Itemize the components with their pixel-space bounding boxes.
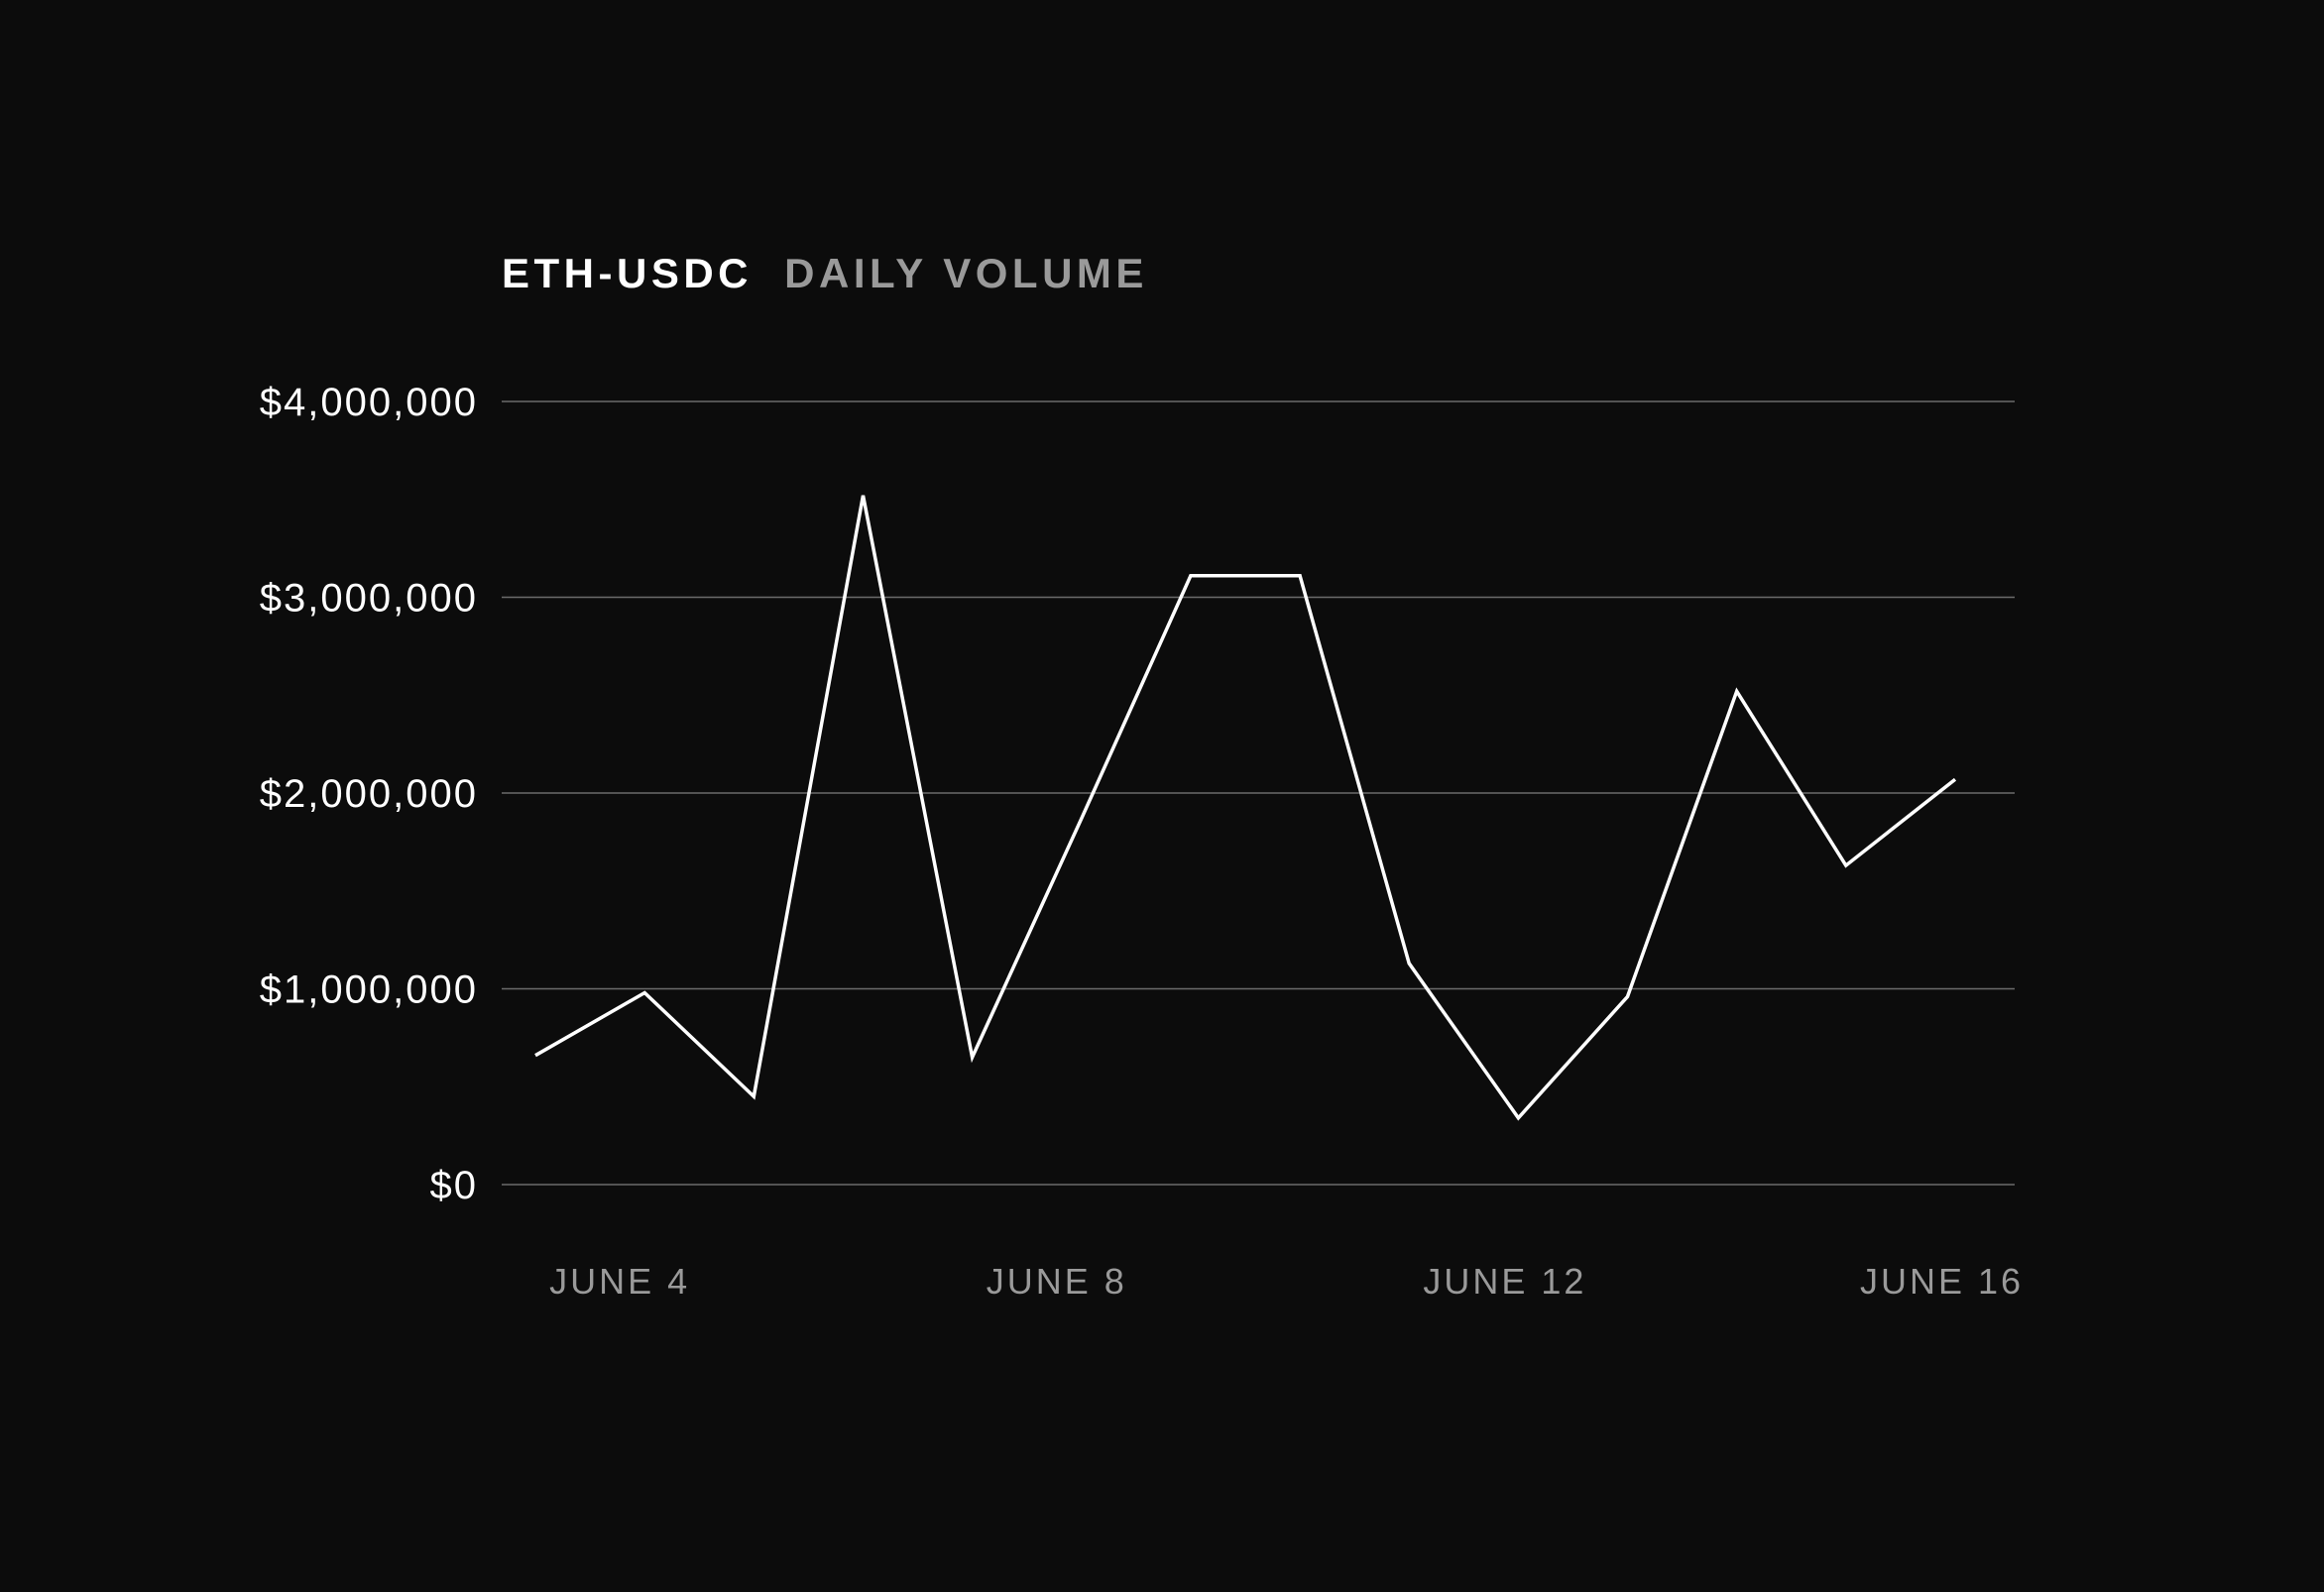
- series-layer: [534, 495, 1957, 1121]
- chart-title-secondary: DAILY VOLUME: [784, 250, 1148, 296]
- chart-title-primary: ETH-USDC: [502, 250, 753, 296]
- y-tick-label: $0: [430, 1164, 479, 1207]
- series-line: [534, 495, 1957, 1121]
- y-tick-label: $2,000,000: [260, 772, 478, 816]
- y-axis-ticks: $4,000,000 $3,000,000 $2,000,000 $1,000,000…: [260, 381, 479, 1207]
- chart-title: ETH-USDC DAILY VOLUME: [502, 250, 1148, 296]
- y-tick-label: $3,000,000: [260, 577, 478, 621]
- x-tick-label: JUNE 4: [549, 1261, 690, 1302]
- grid-lines: [502, 400, 2015, 1186]
- y-tick-label: $4,000,000: [260, 381, 478, 424]
- x-axis-ticks: JUNE 4 JUNE 8 JUNE 12 JUNE 16: [549, 1261, 2024, 1302]
- y-tick-label: $1,000,000: [260, 968, 478, 1012]
- x-tick-label: JUNE 8: [987, 1261, 1127, 1302]
- x-tick-label: JUNE 12: [1423, 1261, 1586, 1302]
- x-tick-label: JUNE 16: [1860, 1261, 2024, 1302]
